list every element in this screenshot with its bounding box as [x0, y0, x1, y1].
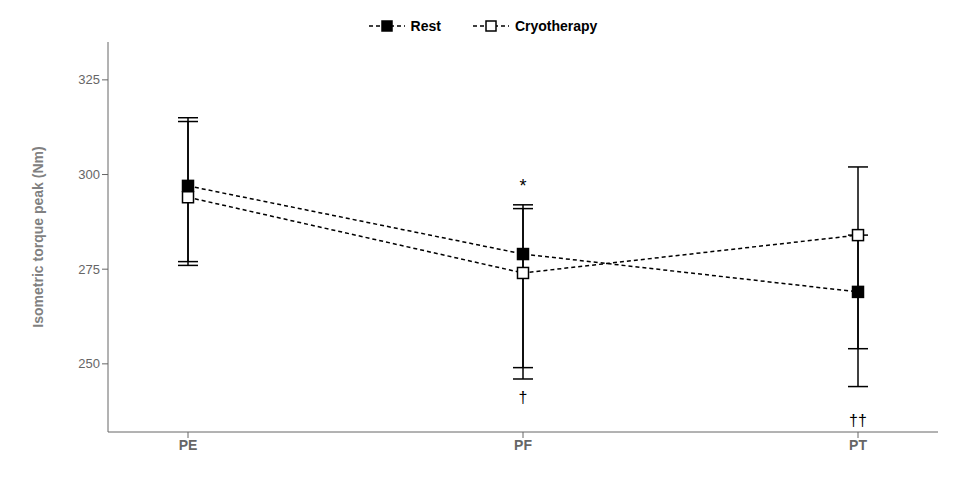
svg-text:PE: PE [179, 437, 198, 453]
svg-text:PF: PF [514, 437, 532, 453]
html-text:Cryotherapy: Cryotherapy [514, 18, 598, 34]
svg-text:†: † [519, 389, 528, 406]
svg-text:250: 250 [78, 356, 100, 371]
svg-text:325: 325 [78, 72, 100, 87]
svg-text:300: 300 [78, 167, 100, 182]
svg-text:*: * [519, 176, 526, 196]
svg-text:275: 275 [78, 262, 100, 277]
html-text:Rest: Rest [410, 18, 441, 34]
svg-text:††: †† [849, 412, 867, 429]
svg-text:Isometric torque peak (Nm): Isometric torque peak (Nm) [30, 146, 46, 327]
svg-text:PT: PT [849, 437, 867, 453]
